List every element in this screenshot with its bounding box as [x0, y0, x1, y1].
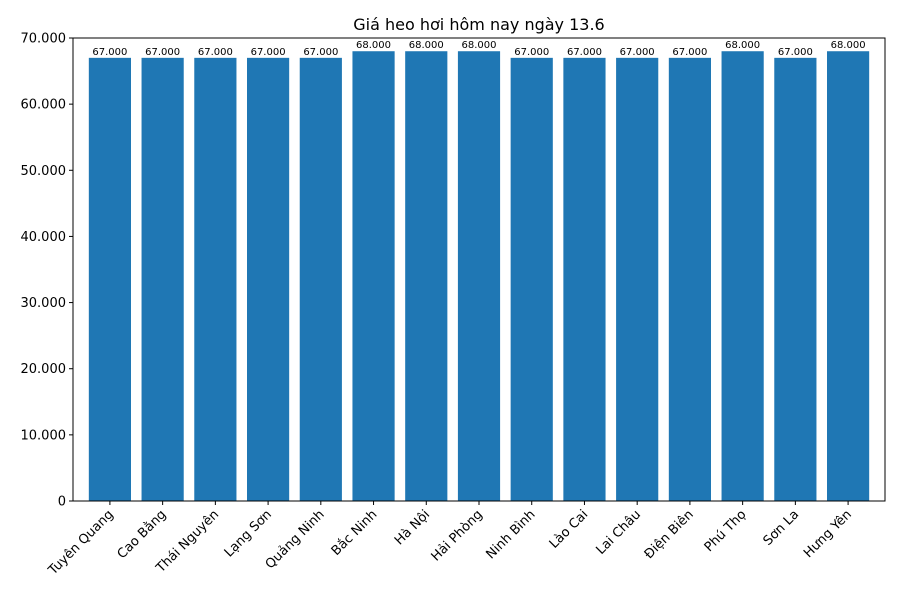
bar-8	[510, 57, 553, 501]
x-tick-label-13: Sơn La	[761, 507, 803, 549]
x-tick-label-1: Cao Bằng	[115, 507, 170, 562]
bar-6	[405, 51, 448, 501]
y-tick-label-7: 70.000	[21, 32, 67, 47]
data-label-10: 67.000	[620, 47, 655, 58]
bar-9	[563, 57, 606, 501]
bar-0	[88, 57, 131, 501]
data-label-11: 67.000	[672, 47, 707, 58]
bar-7	[457, 51, 501, 501]
data-label-13: 67.000	[778, 47, 813, 58]
data-label-6: 68.000	[409, 40, 444, 51]
x-tick-label-14: Hưng Yên	[801, 507, 855, 561]
data-label-8: 67.000	[514, 47, 549, 58]
data-label-0: 67.000	[92, 47, 127, 58]
bar-3	[247, 57, 290, 501]
x-tick-label-12: Phú Thọ	[702, 507, 750, 555]
data-label-2: 67.000	[198, 47, 233, 58]
x-tick-label-6: Hà Nội	[392, 507, 433, 548]
bar-4	[299, 57, 342, 501]
x-tick-label-10: Lai Châu	[593, 507, 644, 558]
bar-14	[827, 51, 870, 501]
bar-2	[194, 57, 237, 501]
data-label-14: 68.000	[831, 40, 866, 51]
x-tick-label-0: Tuyên Quang	[45, 507, 117, 579]
bar-12	[721, 51, 764, 501]
x-tick-label-9: Lào Cai	[547, 507, 592, 552]
y-tick-label-6: 60.000	[21, 98, 67, 113]
data-label-3: 67.000	[251, 47, 286, 58]
x-tick-label-11: Điện Biên	[642, 507, 697, 562]
y-tick-label-5: 50.000	[21, 164, 67, 179]
data-label-5: 68.000	[356, 40, 391, 51]
chart-title: Giá heo hơi hôm nay ngày 13.6	[353, 15, 604, 34]
x-tick-label-5: Bắc Ninh	[329, 507, 381, 559]
x-tick-label-3: Lạng Sơn	[222, 507, 275, 560]
data-label-9: 67.000	[567, 47, 602, 58]
bar-1	[141, 57, 184, 501]
x-tick-label-7: Hải Phòng	[429, 507, 486, 564]
y-tick-label-0: 0	[58, 495, 66, 510]
x-tick-label-8: Ninh Bình	[483, 507, 538, 562]
data-labels-group: 67.000 67.000 67.000 67.000 67.000 68.000 68.0…	[92, 40, 865, 58]
y-tick-label-4: 40.000	[21, 230, 67, 245]
y-axis: 0 10.000 20.000 30.000 40.000 50.000 60.000 70.…	[21, 32, 73, 510]
bar-13	[774, 57, 817, 501]
data-label-1: 67.000	[145, 47, 180, 58]
y-tick-label-2: 20.000	[21, 362, 67, 377]
bar-11	[668, 57, 711, 501]
bar-5	[352, 51, 395, 501]
data-label-12: 68.000	[725, 40, 760, 51]
bars-group	[88, 51, 870, 501]
bar-10	[616, 57, 659, 501]
y-tick-label-3: 30.000	[21, 296, 67, 311]
data-label-4: 67.000	[303, 47, 338, 58]
plot-frame	[72, 37, 886, 502]
data-label-7: 68.000	[462, 40, 497, 51]
y-tick-label-1: 10.000	[21, 428, 67, 443]
